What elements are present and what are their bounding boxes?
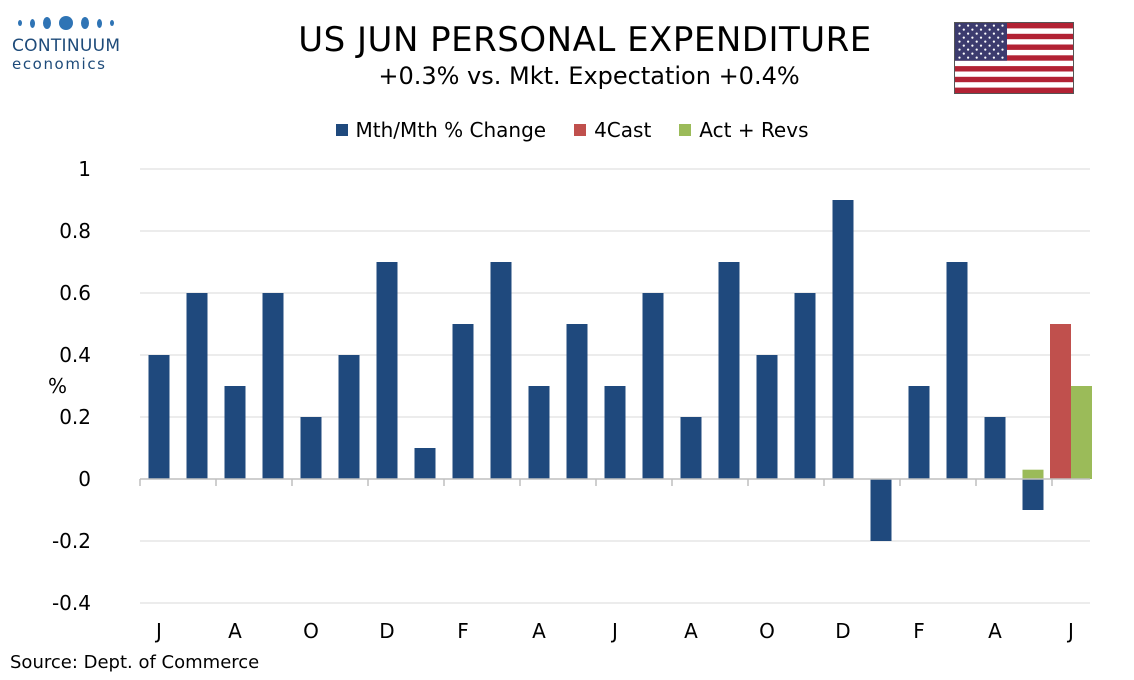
bar-mth [832, 200, 854, 479]
chart-legend: Mth/Mth % Change 4Cast Act + Revs [0, 118, 1134, 142]
y-tick-label: -0.2 [52, 529, 91, 553]
legend-label-act-revs: Act + Revs [699, 118, 809, 142]
bar-mth [604, 386, 626, 479]
logo-name: CONTINUUM [12, 36, 121, 56]
bar-mth [490, 262, 512, 479]
y-tick-label: 0.4 [59, 343, 91, 367]
legend-swatch-act-revs [679, 124, 692, 136]
x-tick-label: J [154, 619, 162, 643]
bar-mth [300, 417, 322, 479]
y-tick-label: 1 [78, 157, 91, 181]
logo-dots-icon [18, 14, 132, 32]
legend-item-act-revs: Act + Revs [679, 118, 809, 142]
source-note: Source: Dept. of Commerce [10, 652, 260, 673]
y-tick-label: 0.6 [59, 281, 91, 305]
bar-mth [794, 293, 816, 479]
bar-mth [376, 262, 398, 479]
bar-mth [870, 479, 892, 541]
chart-subtitle: +0.3% vs. Mkt. Expectation +0.4% [378, 62, 800, 90]
x-tick-label: A [988, 619, 1002, 643]
continuum-logo: CONTINUUM economics [12, 14, 132, 74]
bar-4cast [1050, 324, 1071, 479]
bar-mth [1022, 479, 1044, 510]
chart-title: US JUN PERSONAL EXPENDITURE [298, 20, 872, 60]
x-tick-label: O [303, 619, 319, 643]
x-tick-label: A [228, 619, 242, 643]
y-axis-label: % [48, 374, 68, 398]
x-tick-label: D [379, 619, 394, 643]
bar-mth [946, 262, 968, 479]
bar-mth [262, 293, 284, 479]
x-tick-label: D [835, 619, 850, 643]
x-tick-label: J [610, 619, 618, 643]
y-tick-label: 0.8 [59, 219, 91, 243]
y-tick-label: -0.4 [52, 591, 91, 615]
bar-act-revs [1022, 469, 1044, 479]
legend-item-4cast: 4Cast [574, 118, 651, 142]
x-tick-label: A [532, 619, 546, 643]
bar-mth [680, 417, 702, 479]
bar-mth [528, 386, 550, 479]
us-flag-icon [954, 22, 1074, 94]
bar-mth [414, 448, 436, 479]
bar-act-revs [1071, 386, 1092, 479]
bar-mth [566, 324, 588, 479]
legend-swatch-4cast [574, 124, 587, 136]
bar-mth [756, 355, 778, 479]
legend-label-mth: Mth/Mth % Change [355, 118, 547, 142]
bar-mth [338, 355, 360, 479]
x-tick-label: O [759, 619, 775, 643]
logo-subtext: economics [12, 55, 107, 73]
y-tick-label: 0.2 [59, 405, 91, 429]
x-tick-label: A [684, 619, 698, 643]
legend-swatch-mth [335, 124, 348, 136]
legend-label-4cast: 4Cast [594, 118, 652, 142]
x-tick-label: F [457, 619, 469, 643]
bar-mth [148, 355, 170, 479]
bar-mth [224, 386, 246, 479]
bar-mth [718, 262, 740, 479]
bar-mth [642, 293, 664, 479]
bar-mth [452, 324, 474, 479]
x-tick-label: J [1066, 619, 1074, 643]
bar-mth [186, 293, 208, 479]
y-tick-label: 0 [78, 467, 91, 491]
bar-mth [908, 386, 930, 479]
bar-mth [984, 417, 1006, 479]
x-tick-label: F [913, 619, 925, 643]
legend-item-mth: Mth/Mth % Change [335, 118, 547, 142]
